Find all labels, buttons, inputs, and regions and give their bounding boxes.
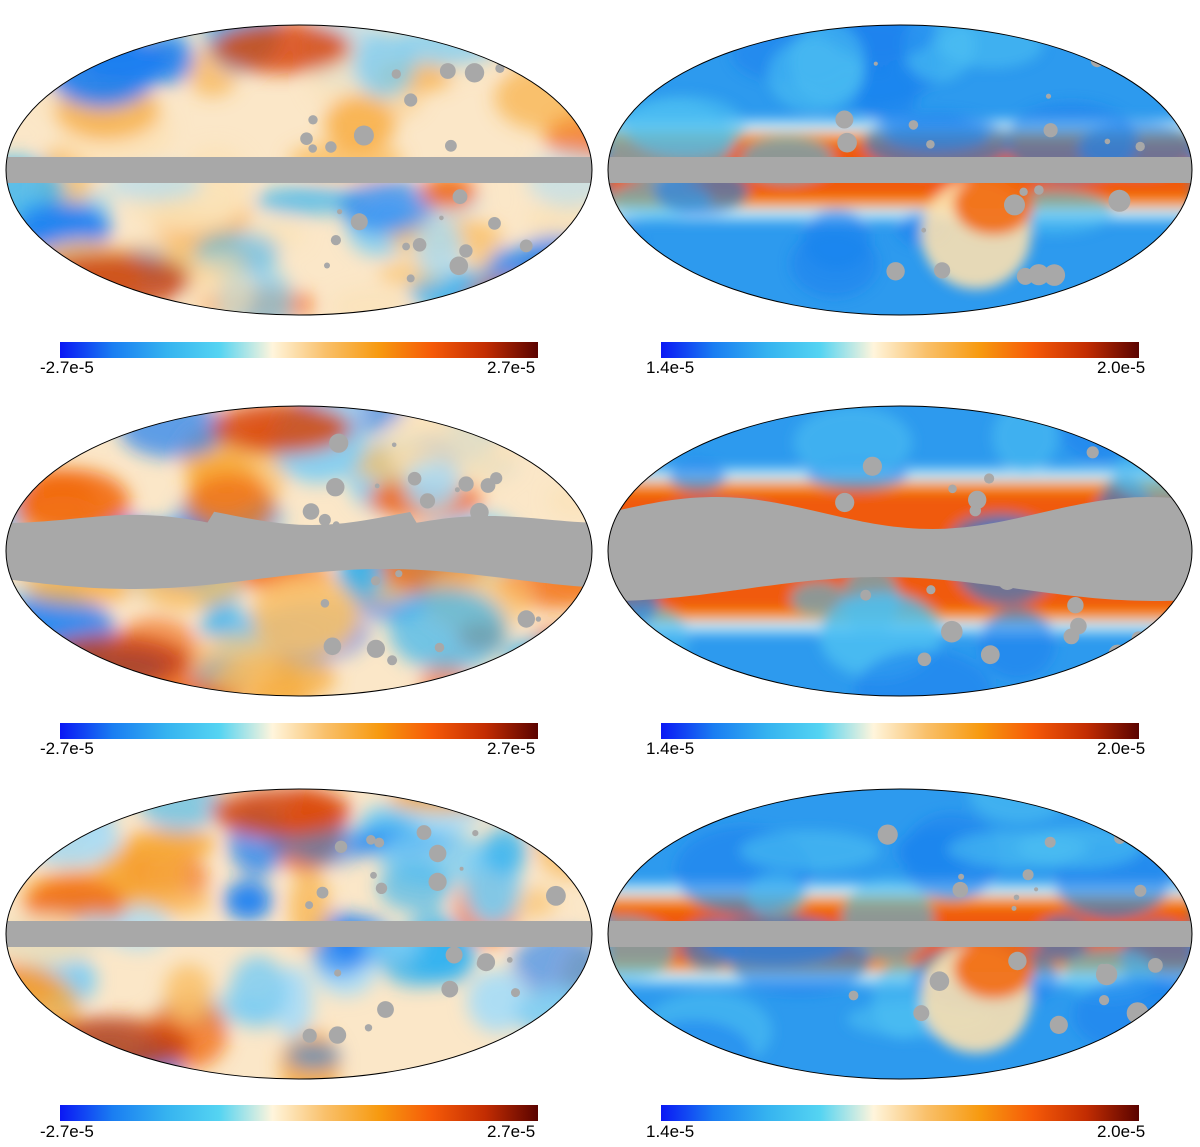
colorbar-min-label: 1.4e-5 — [646, 1122, 695, 1141]
colorbar-max-label: 2.7e-5 — [487, 358, 536, 377]
colorbar — [60, 723, 538, 739]
mollweide-map — [607, 788, 1193, 1080]
colorbar — [60, 1105, 538, 1121]
mollweide-map — [5, 405, 593, 697]
mollweide-map — [5, 24, 593, 316]
colorbar-min-label: 1.4e-5 — [646, 358, 695, 377]
colorbar-min-label: -2.7e-5 — [40, 739, 94, 758]
colorbar-max-label: 2.7e-5 — [487, 1122, 536, 1141]
colorbar-max-label: 2.0e-5 — [1097, 358, 1146, 377]
colorbar — [661, 1105, 1139, 1121]
colorbar-min-label: -2.7e-5 — [40, 1122, 94, 1141]
mollweide-map — [5, 788, 593, 1080]
colorbar-max-label: 2.0e-5 — [1097, 739, 1146, 758]
colorbar — [661, 342, 1139, 358]
mollweide-map — [607, 405, 1193, 697]
colorbar-min-label: -2.7e-5 — [40, 358, 94, 377]
colorbar-max-label: 2.7e-5 — [487, 739, 536, 758]
colorbar — [661, 723, 1139, 739]
mollweide-map — [607, 24, 1193, 316]
colorbar-max-label: 2.0e-5 — [1097, 1122, 1146, 1141]
colorbar-min-label: 1.4e-5 — [646, 739, 695, 758]
colorbar — [60, 342, 538, 358]
